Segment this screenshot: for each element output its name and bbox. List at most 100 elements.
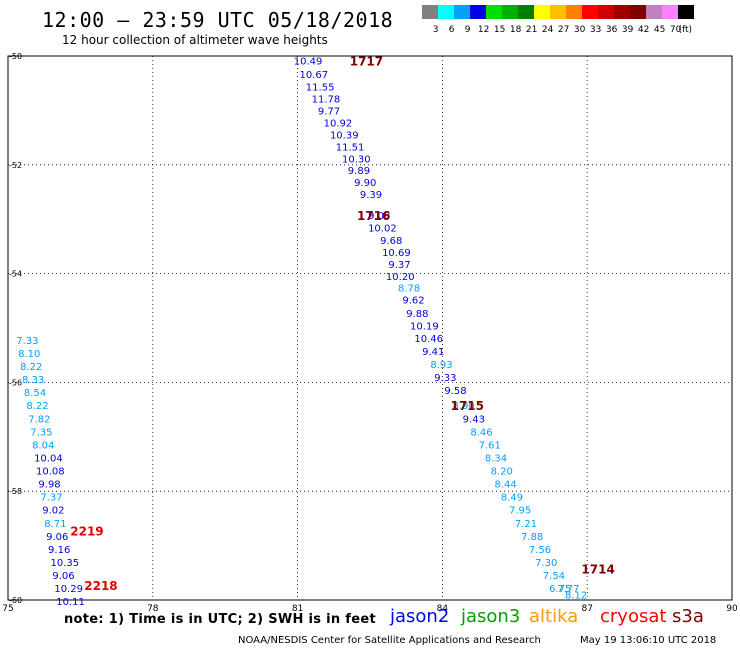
footer-timestamp: May 19 13:06:10 UTC 2018 (580, 635, 717, 646)
y-tick-label: -60 (9, 596, 22, 605)
wave-height-label: 7.30 (535, 558, 557, 569)
wave-height-label: 10.29 (54, 584, 83, 595)
wave-height-label: 8.22 (20, 362, 42, 373)
y-tick-label: -50 (9, 52, 22, 61)
wave-height-label: 9.77 (318, 106, 340, 117)
y-tick-label: -54 (9, 270, 22, 279)
wave-height-label: 8.44 (495, 480, 517, 491)
legend-tick-label: 15 (494, 25, 505, 35)
wave-height-label: 11.51 (336, 142, 365, 153)
legend-swatch (486, 5, 502, 19)
legend-swatch (614, 5, 630, 19)
wave-height-label: 11.78 (312, 94, 341, 105)
wave-height-label: 8.54 (24, 388, 46, 399)
legend-swatch (422, 5, 438, 19)
legend-tick-label: 42 (638, 25, 649, 35)
wave-height-label: 10.02 (368, 223, 397, 234)
wave-height-label: 9.88 (406, 309, 428, 320)
y-tick-label: -58 (9, 487, 22, 496)
y-tick-label: -56 (9, 378, 22, 387)
legend-jason3: jason3 (461, 606, 521, 627)
wave-height-label: 9.68 (380, 236, 402, 247)
time-label: 1715 (451, 399, 484, 413)
wave-height-label: 10.04 (34, 453, 63, 464)
wave-height-label: 10.19 (410, 321, 439, 332)
wave-height-label: 7.37 (40, 493, 62, 504)
wave-height-label: 9.06 (46, 532, 68, 543)
wave-height-label: 10.39 (330, 130, 359, 141)
legend-swatch (470, 5, 486, 19)
wave-height-label: 9.16 (48, 545, 70, 556)
legend-swatch (630, 5, 646, 19)
wave-height-label: 8.78 (398, 284, 420, 295)
wave-height-label: 7.95 (509, 506, 531, 517)
wave-height-label: 6.75 (549, 584, 571, 595)
wave-height-label: 7.77 (557, 584, 579, 595)
wave-height-label: 9.89 (348, 166, 370, 177)
legend-tick-label: 30 (574, 25, 586, 35)
chart-subtitle: 12 hour collection of altimeter wave hei… (62, 33, 328, 47)
wave-height-label: 8.22 (26, 401, 48, 412)
wave-height-label: 7.61 (479, 440, 501, 451)
legend-tick-label: 45 (654, 25, 665, 35)
wave-height-label: 7.88 (521, 532, 543, 543)
wave-height-label: 8.20 (491, 467, 513, 478)
time-label: 1717 (350, 54, 383, 68)
wave-height-label: 8.34 (485, 453, 507, 464)
wave-height-label: 9.37 (388, 260, 410, 271)
wave-height-label: 7.82 (28, 414, 50, 425)
wave-height-label: 9.08 (368, 211, 390, 222)
legend-tick-label: 36 (606, 25, 618, 35)
x-tick-label: 75 (2, 604, 13, 614)
wave-height-label: 10.49 (294, 56, 323, 67)
time-label: 1716 (357, 209, 390, 223)
x-tick-label: 87 (581, 604, 592, 614)
x-tick-label: 81 (292, 604, 303, 614)
legend-swatch (502, 5, 518, 19)
legend-swatch (582, 5, 598, 19)
wave-height-label: 11.55 (306, 82, 335, 93)
wave-height-label: 8.90 (453, 401, 475, 412)
legend-tick-label: 39 (622, 25, 634, 35)
wave-height-label: 10.11 (56, 597, 85, 608)
wave-height-label: 10.30 (342, 154, 371, 165)
legend-tick-label: 12 (478, 25, 489, 35)
legend-tick-label: 3 (433, 25, 439, 35)
legend-swatch (662, 5, 678, 19)
footer-note: note: 1) Time is in UTC; 2) SWH is in fe… (64, 612, 376, 627)
wave-height-label: 10.35 (50, 558, 79, 569)
wave-height-label: 10.08 (36, 467, 65, 478)
time-label: 1714 (581, 562, 614, 576)
wave-height-label: 7.35 (30, 427, 52, 438)
wave-height-label: 10.67 (300, 70, 329, 81)
legend-tick-label: 21 (526, 25, 537, 35)
plot-frame (7, 55, 733, 601)
legend-tick-label: 9 (465, 25, 471, 35)
legend-swatch (534, 5, 550, 19)
wave-height-label: 8.04 (32, 440, 54, 451)
wave-height-label: 9.33 (434, 373, 456, 384)
wave-height-label: 8.49 (501, 493, 523, 504)
x-tick-label: 78 (147, 604, 159, 614)
wave-height-label: 8.33 (22, 375, 44, 386)
wave-height-label: 9.43 (463, 414, 485, 425)
wave-height-label: 7.33 (16, 336, 38, 347)
x-tick-label: 90 (726, 604, 738, 614)
legend-swatch (646, 5, 662, 19)
legend-s3a: s3a (672, 606, 704, 627)
wave-height-label: 8.46 (470, 427, 492, 438)
legend-tick-label: 70 (670, 25, 682, 35)
time-label: 2219 (70, 524, 103, 538)
wave-height-label: 9.39 (360, 190, 382, 201)
wave-height-label: 10.46 (414, 334, 443, 345)
wave-height-label: 9.58 (444, 386, 466, 397)
wave-height-label: 9.02 (42, 506, 64, 517)
legend-tick-label: 24 (542, 25, 554, 35)
wave-height-label: 8.71 (44, 519, 66, 530)
legend-swatch (438, 5, 454, 19)
wave-height-label: 8.10 (18, 349, 40, 360)
wave-height-label: 9.90 (354, 178, 376, 189)
legend-swatch (598, 5, 614, 19)
wave-height-label: 10.69 (382, 248, 411, 259)
